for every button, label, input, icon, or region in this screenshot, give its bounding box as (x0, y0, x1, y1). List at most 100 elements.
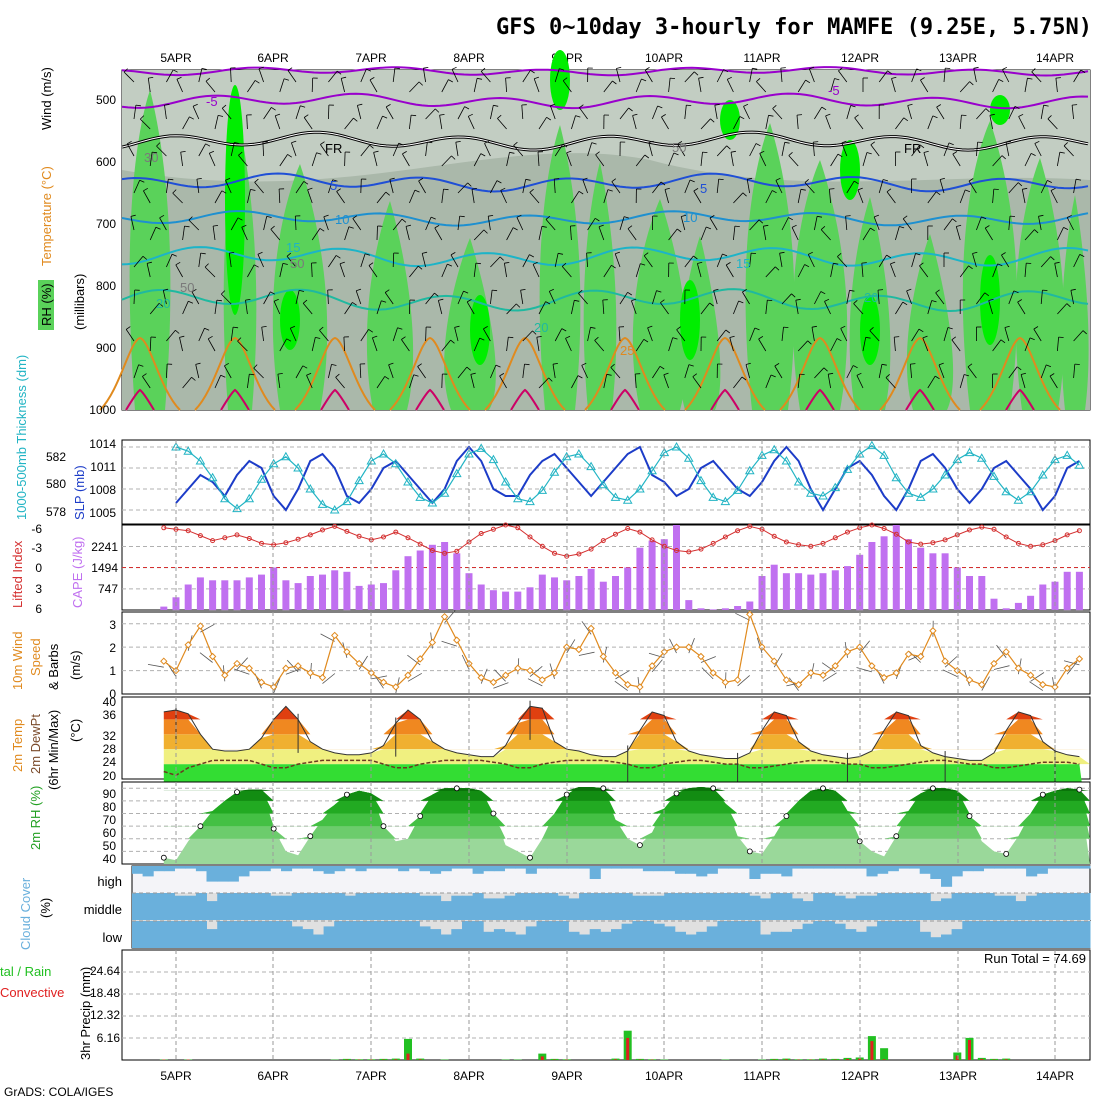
wind-barb (516, 217, 524, 231)
wind10m-point (1039, 680, 1047, 689)
wind-barb (807, 254, 815, 268)
wind-barb (992, 79, 1000, 93)
rh-point (820, 785, 826, 792)
wind-barb-flag (916, 68, 922, 72)
wind-barb-flag (809, 66, 815, 70)
thickness-axis-label: 1000-500mb Thickness (dm) (14, 355, 29, 520)
wind-barb-flag (508, 336, 514, 339)
li-line (163, 524, 1080, 557)
wind-barb (384, 292, 394, 305)
thickness-point (1025, 486, 1036, 496)
li-tick-label: -3 (31, 541, 42, 555)
isotherm-label: 20 (156, 296, 170, 311)
wind-barb (360, 329, 369, 342)
wind-barb-flag (454, 325, 460, 328)
wind-barb (733, 192, 744, 204)
wind-barb (198, 253, 202, 268)
cloud-bar-low (983, 921, 995, 948)
wind-barb-flag (1047, 115, 1052, 120)
cloud-bar-middle (483, 898, 495, 920)
wind-barb (955, 226, 961, 241)
wind-barb (992, 263, 998, 278)
temp-tick-label: 28 (103, 742, 117, 756)
wind-barb-flag (562, 143, 568, 148)
wind-barb (467, 116, 475, 130)
isotherm-tent-inner (320, 388, 350, 411)
cape-bar (831, 570, 839, 610)
rh-bright-core (680, 280, 700, 360)
wind-barb-flag (598, 224, 604, 228)
wind-barb-flag (448, 79, 453, 83)
wind-tick-label: 0 (109, 687, 116, 701)
wind-barb-flag (1063, 227, 1069, 230)
rh-label: 30 (144, 150, 158, 165)
cloud-bar-low (674, 931, 686, 948)
thickness-point (293, 462, 303, 472)
cloud-bar-middle (472, 893, 484, 920)
wind-barb-flag (907, 103, 913, 106)
rh-green-column (539, 125, 581, 410)
wind-barb-flag (899, 226, 905, 229)
wind-barb-flag (725, 262, 731, 266)
wind-barb (279, 154, 288, 167)
cape-bar (1075, 571, 1083, 611)
wind10m-point (904, 650, 913, 658)
wind-barb-flag (582, 177, 588, 181)
wind-barb (959, 374, 965, 389)
cloud-bar-low (962, 921, 974, 948)
li-point (478, 531, 484, 536)
wind-barb-flag (1033, 326, 1039, 330)
cloud-bar-high (185, 866, 197, 869)
wind-barb (713, 290, 718, 305)
wind-barb (1024, 153, 1032, 167)
wind-barb-flag (224, 362, 229, 367)
wind-barb-flag (643, 338, 649, 343)
cloud-bar-middle (877, 893, 889, 920)
wind-barb (797, 340, 808, 352)
wind-tick-label: 3 (109, 618, 116, 632)
isotherm-tent (684, 336, 766, 411)
wind-barb (279, 263, 284, 278)
temp-tick-label: 36 (103, 708, 117, 722)
li-point (588, 546, 594, 552)
panel-cape-li: -6 -3 0 3 6 2241 1494 747 Lifted Index C… (10, 522, 1091, 616)
wind-barb (328, 255, 337, 268)
thickness-point (439, 488, 450, 497)
wind10m-point (1002, 648, 1010, 656)
wind-barb-flag (891, 76, 897, 79)
wind-barb-flag (225, 177, 231, 181)
cloud-bar-high (462, 866, 474, 869)
wind-barb (939, 179, 945, 194)
wind-barb (907, 105, 912, 120)
cloud-bar-middle (589, 893, 601, 920)
wind-barb (550, 105, 556, 120)
wind10m-unit-label: (m/s) (68, 650, 83, 680)
cloud-bar-middle (887, 893, 899, 920)
wind-barb (765, 190, 773, 204)
wind10m-point (392, 683, 400, 691)
thickness-point (671, 441, 682, 451)
wind-barb (230, 67, 232, 83)
rh-axis-label: RH (%) (39, 283, 54, 326)
wind-barb (1020, 374, 1026, 389)
panel-rh2m: 90 80 70 60 50 40 2m RH (%) (28, 781, 1091, 866)
cloud-bar-high (1026, 866, 1038, 877)
wind-barb-flag (869, 327, 874, 331)
rh-green-column (272, 164, 328, 410)
wind-barb-flag (287, 154, 293, 158)
wind-barb-flag (468, 113, 473, 117)
wind10m-barb (821, 662, 836, 673)
wind-barb (133, 256, 144, 268)
wind-barb-flag (143, 187, 148, 192)
thickness-point (268, 458, 279, 468)
wind-barb-flag (261, 326, 267, 328)
wind-barb (149, 152, 153, 167)
wind-barb-flag (838, 67, 843, 72)
precip-tick-label: 12.32 (90, 1008, 120, 1022)
wind-barb-flag (213, 225, 219, 227)
wind10m-barb (147, 664, 164, 668)
wind-barb-flag (709, 215, 715, 219)
wind-barb-flag (241, 224, 247, 228)
cloud-bar-middle (440, 901, 452, 920)
wind-barb (862, 152, 868, 167)
